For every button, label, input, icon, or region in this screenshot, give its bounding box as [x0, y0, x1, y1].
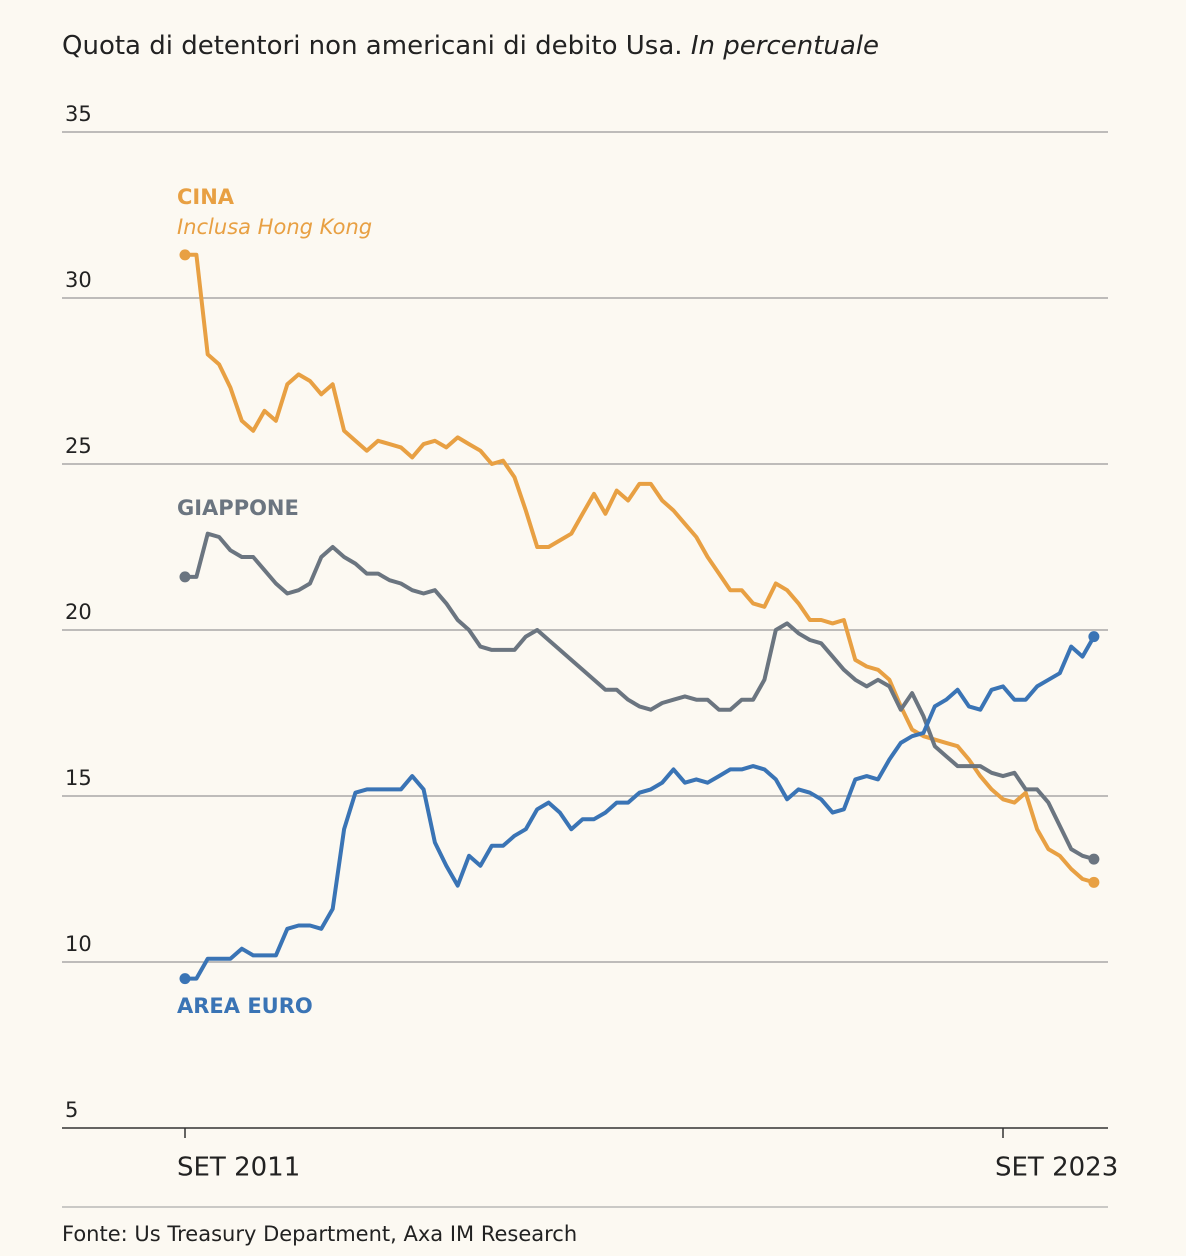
subtitle: In percentuale — [691, 31, 879, 61]
end-dot — [1088, 853, 1100, 865]
title: Quota di detentori non americani di debi… — [62, 31, 683, 61]
chart-title: Quota di detentori non americani di debi… — [62, 31, 879, 61]
y-tick-label: 30 — [65, 268, 92, 292]
series-label: AREA EURO — [177, 994, 313, 1018]
y-tick-label: 10 — [65, 932, 92, 956]
end-dot — [179, 571, 191, 583]
series-label: GIAPPONE — [177, 496, 299, 520]
y-tick-label: 5 — [65, 1098, 78, 1122]
y-tick-label: 15 — [65, 766, 92, 790]
series-label: CINA — [177, 185, 235, 209]
end-dot — [179, 249, 191, 261]
series-line — [185, 252, 1095, 885]
end-dot — [179, 973, 191, 985]
series-line — [185, 635, 1096, 981]
x-tick-label: SET 2011 — [177, 1153, 300, 1183]
y-tick-label: 20 — [65, 600, 92, 624]
series-sublabel: Inclusa Hong Kong — [177, 215, 372, 239]
series-line — [185, 531, 1095, 862]
x-tick-label: SET 2023 — [995, 1153, 1118, 1183]
source: Fonte: Us Treasury Department, Axa IM Re… — [62, 1222, 577, 1246]
end-dot — [1088, 876, 1100, 888]
end-dot — [1088, 631, 1100, 643]
y-tick-label: 35 — [65, 102, 92, 126]
y-tick-label: 25 — [65, 434, 92, 458]
